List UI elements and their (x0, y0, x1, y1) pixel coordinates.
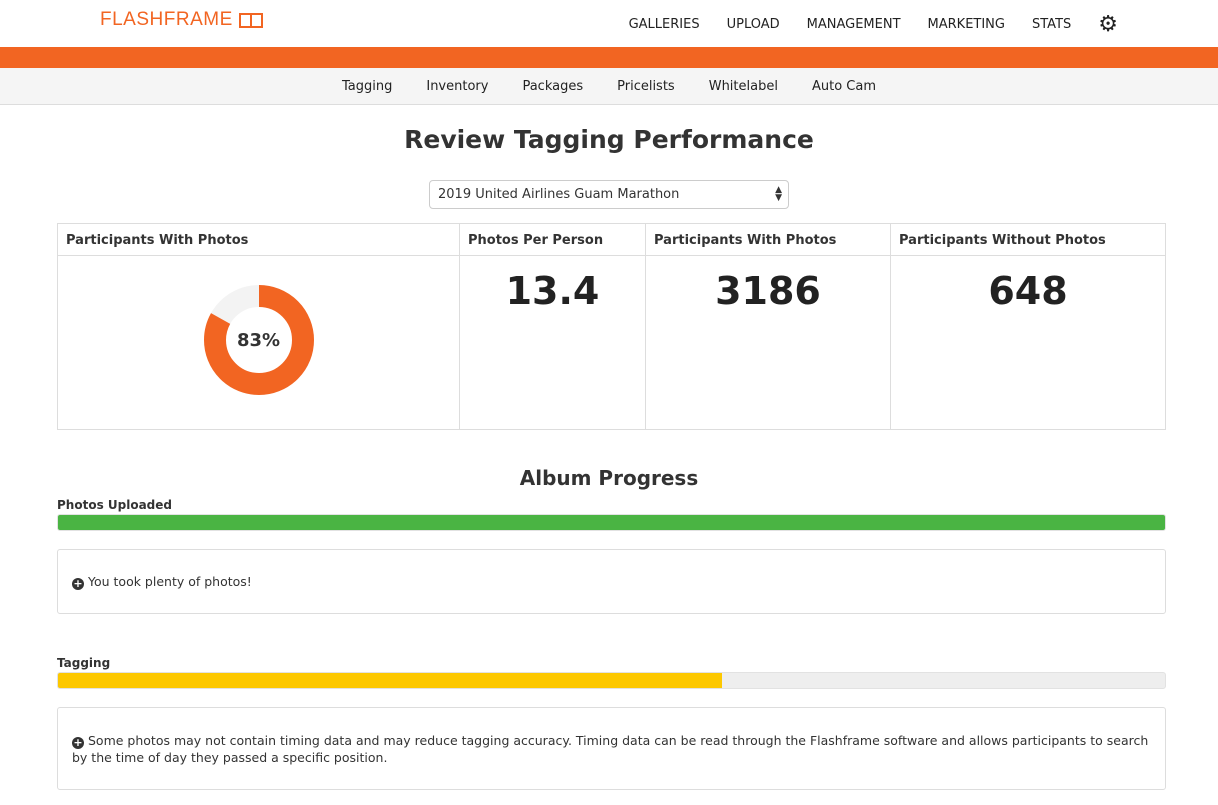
event-select[interactable]: 2019 United Airlines Guam Marathon ▲ ▼ (429, 180, 789, 209)
tagging-label: Tagging (57, 656, 111, 670)
donut-arc (203, 285, 314, 395)
gear-icon[interactable]: ⚙ (1098, 12, 1118, 37)
tagging-progress-bar (57, 672, 1166, 689)
donut-header: Participants With Photos (58, 224, 459, 256)
uploaded-fill (58, 515, 1165, 530)
stat-value: 3186 (715, 269, 821, 313)
with-photos-cell: Participants With Photos 3186 (646, 224, 891, 429)
main-nav: GALLERIES UPLOAD MANAGEMENT MARKETING ST… (629, 12, 1118, 37)
subnav-pricelists[interactable]: Pricelists (617, 78, 675, 94)
stat-header: Participants Without Photos (891, 224, 1165, 256)
stats-panel: Participants With Photos 83% Photos Per … (57, 223, 1166, 430)
without-photos-cell: Participants Without Photos 648 (891, 224, 1165, 429)
tagging-message[interactable]: + Some photos may not contain timing data… (57, 707, 1166, 790)
select-arrows-icon: ▲ ▼ (775, 185, 782, 203)
tagging-section: Tagging + Some photos may not contain tim… (57, 656, 1166, 790)
top-header: FLASHFRAME GALLERIES UPLOAD MANAGEMENT M… (0, 0, 1218, 47)
photos-per-person-cell: Photos Per Person 13.4 (460, 224, 646, 429)
uploaded-label: Photos Uploaded (57, 498, 172, 512)
uploaded-section: Photos Uploaded + You took plenty of phot… (57, 498, 1166, 614)
nav-management[interactable]: MANAGEMENT (806, 17, 901, 32)
subnav-auto-cam[interactable]: Auto Cam (811, 78, 876, 94)
stat-value: 13.4 (505, 269, 600, 313)
stat-value: 648 (988, 269, 1068, 313)
donut-chart: 83% (203, 284, 315, 396)
sub-nav: Tagging Inventory Packages Pricelists Wh… (0, 68, 1218, 105)
uploaded-message[interactable]: + You took plenty of photos! (57, 549, 1166, 614)
page-title: Review Tagging Performance (404, 125, 814, 154)
plus-circle-icon: + (72, 735, 84, 749)
donut-cell: Participants With Photos 83% (58, 224, 460, 429)
uploaded-progress-bar (57, 514, 1166, 531)
tagging-message-text: Some photos may not contain timing data … (72, 732, 1149, 765)
logo[interactable]: FLASHFRAME (100, 9, 263, 31)
subnav-packages[interactable]: Packages (522, 78, 584, 94)
nav-galleries[interactable]: GALLERIES (628, 17, 700, 32)
nav-marketing[interactable]: MARKETING (927, 17, 1005, 32)
subnav-whitelabel[interactable]: Whitelabel (708, 78, 778, 94)
tagging-fill (58, 673, 723, 688)
nav-stats[interactable]: STATS (1032, 17, 1072, 32)
nav-upload[interactable]: UPLOAD (726, 17, 780, 32)
event-select-value: 2019 United Airlines Guam Marathon (438, 187, 680, 202)
stat-header: Participants With Photos (646, 224, 890, 256)
donut-label: 83% (236, 329, 281, 351)
stat-header: Photos Per Person (460, 224, 645, 256)
brand-name: FLASHFRAME (100, 9, 233, 30)
subnav-tagging[interactable]: Tagging (341, 78, 393, 94)
plus-circle-icon: + (72, 577, 84, 590)
album-progress-title: Album Progress (519, 466, 699, 490)
logo-icon (238, 12, 263, 28)
brand-stripe (0, 47, 1218, 68)
uploaded-message-text: You took plenty of photos! (88, 574, 252, 589)
subnav-inventory[interactable]: Inventory (426, 78, 489, 94)
